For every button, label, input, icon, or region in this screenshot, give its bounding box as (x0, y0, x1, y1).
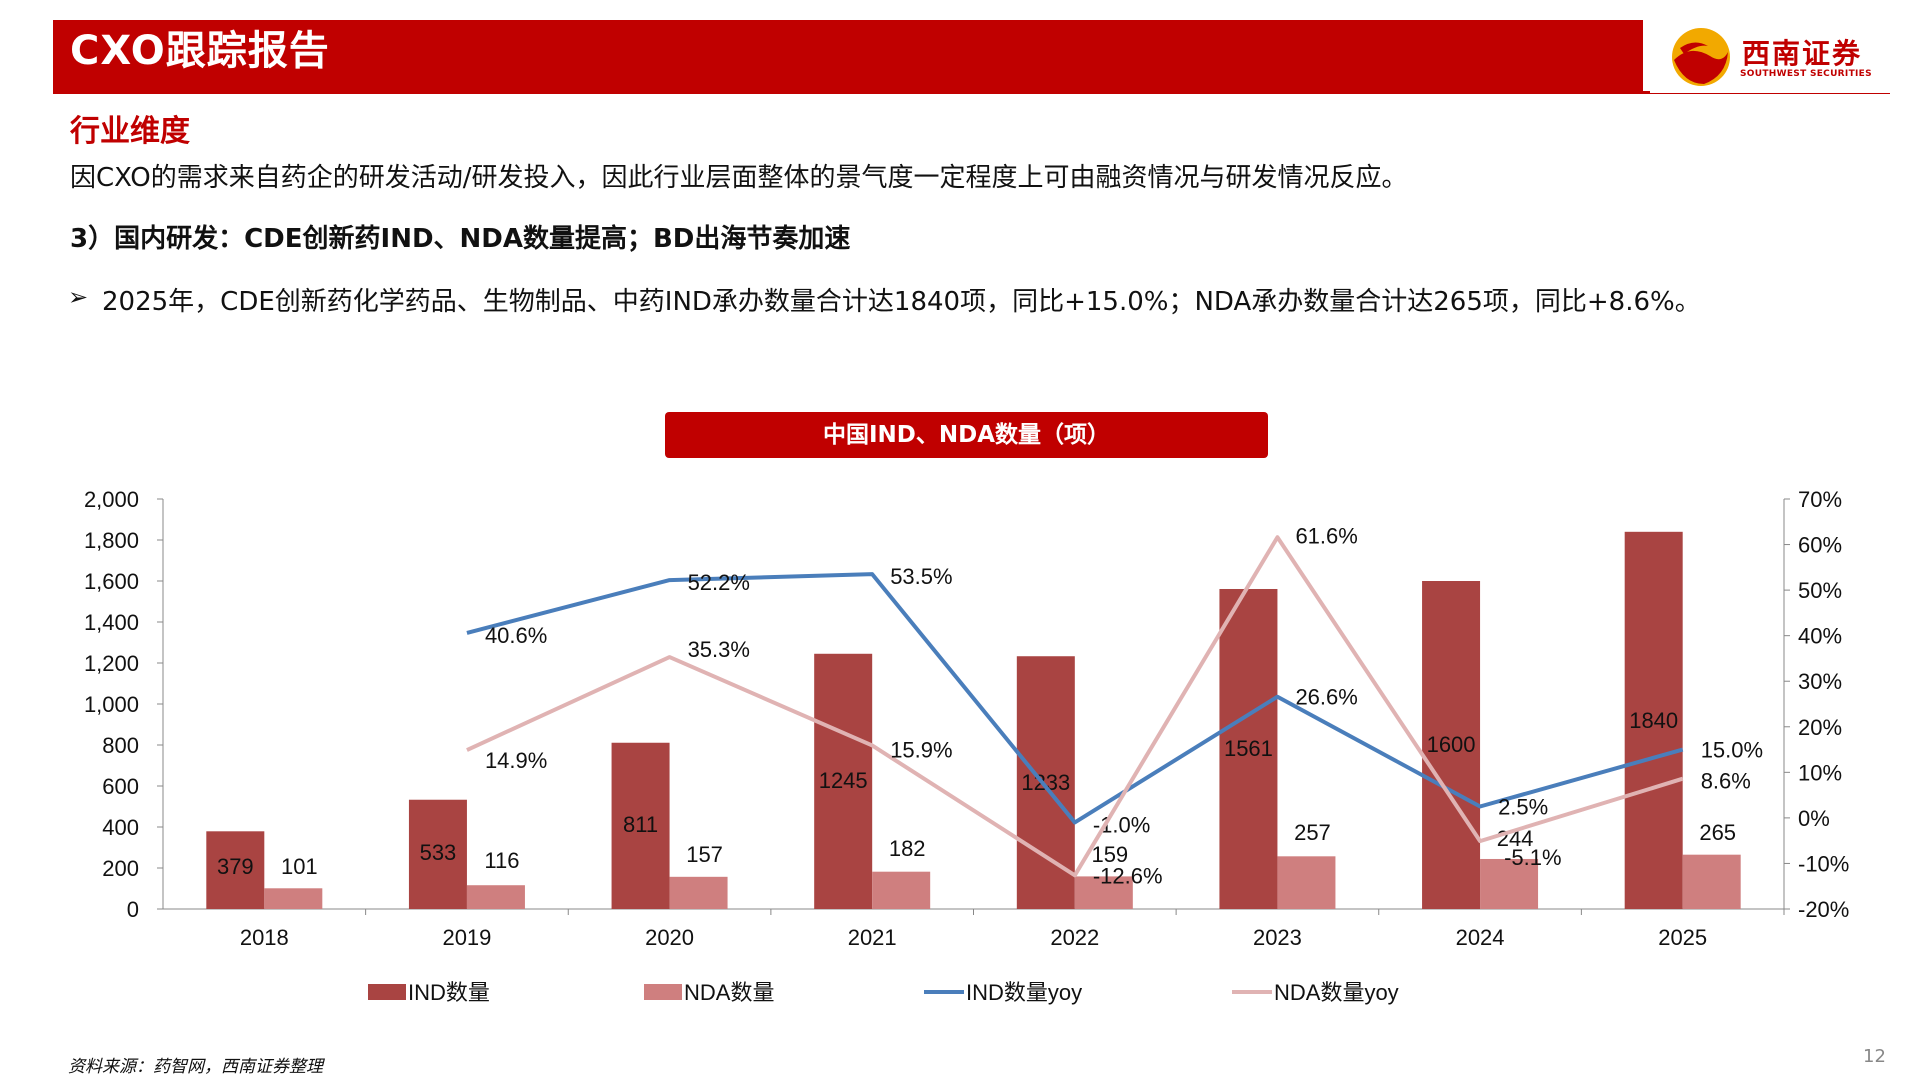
left-tick-label: 0 (127, 897, 139, 922)
nda-yoy-value-label: -5.1% (1504, 845, 1561, 870)
x-tick-label: 2022 (1050, 925, 1099, 950)
left-tick-label: 1,800 (84, 528, 139, 553)
company-logo: 西南证券 SOUTHWEST SECURITIES (1650, 20, 1890, 93)
nda-bar (669, 876, 728, 909)
left-tick-label: 2,000 (84, 487, 139, 512)
nda-yoy-value-label: 8.6% (1701, 769, 1751, 794)
legend-ind-swatch (368, 984, 406, 1000)
right-tick-label: 70% (1798, 487, 1842, 512)
ind-bar (408, 799, 467, 909)
right-tick-label: 60% (1798, 533, 1842, 558)
ind-yoy-value-label: -1.0% (1093, 812, 1150, 837)
ind-bar (1422, 581, 1481, 909)
bullet-arrow-icon: ➢ (68, 283, 89, 311)
x-tick-label: 2023 (1253, 925, 1302, 950)
ind-bar (1219, 588, 1278, 909)
ind-yoy-value-label: 2.5% (1498, 795, 1548, 820)
right-tick-label: 20% (1798, 715, 1842, 740)
ind-bar-value-label: 811 (623, 812, 658, 837)
chart-title: 中国IND、NDA数量（项） (822, 422, 1111, 448)
nda-bar-value-label: 265 (1699, 820, 1736, 845)
ind-bar (814, 653, 873, 909)
left-tick-label: 800 (102, 733, 139, 758)
left-tick-label: 1,600 (84, 569, 139, 594)
x-tick-label: 2019 (442, 925, 491, 950)
point-heading: 3）国内研发：CDE创新药IND、NDA数量提高；BD出海节奏加速 (70, 224, 851, 254)
nda-bar-value-label: 101 (281, 854, 318, 879)
ind-bar (1624, 531, 1683, 909)
left-tick-label: 1,400 (84, 610, 139, 635)
ind-bar-value-label: 1840 (1629, 708, 1678, 733)
ind-bar (206, 831, 265, 909)
right-tick-label: 10% (1798, 760, 1842, 785)
left-tick-label: 1,000 (84, 692, 139, 717)
ind-bar-value-label: 533 (420, 840, 457, 865)
nda-bar-value-label: 116 (484, 848, 519, 873)
left-tick-label: 400 (102, 815, 139, 840)
x-tick-label: 2025 (1658, 925, 1707, 950)
nda-bar-value-label: 257 (1294, 820, 1331, 845)
left-tick-label: 200 (102, 856, 139, 881)
legend-ind-label: IND数量 (408, 980, 490, 1005)
nda-bar (1682, 854, 1741, 909)
header-bar (53, 20, 1643, 93)
nda-bar (872, 871, 931, 909)
ind-bar-value-label: 1245 (819, 768, 868, 793)
chart-title-box: 中国IND、NDA数量（项） (665, 412, 1268, 458)
nda-yoy-value-label: 14.9% (485, 748, 547, 773)
right-tick-label: -20% (1798, 897, 1849, 922)
right-tick-label: 0% (1798, 806, 1830, 831)
x-tick-label: 2024 (1456, 925, 1505, 950)
logo-emblem-icon (1672, 28, 1730, 86)
ind-bar-value-label: 1233 (1021, 770, 1070, 795)
page-number: 12 (1863, 1046, 1886, 1067)
report-title: CXO跟踪报告 (70, 28, 330, 74)
legend-nda-yoy-label: NDA数量yoy (1274, 980, 1399, 1005)
right-tick-label: 30% (1798, 669, 1842, 694)
right-tick-label: -10% (1798, 851, 1849, 876)
ind-nda-chart: 0 200 400 600 800 1,000 1,200 1,400 1,600 1,800 2,… (84, 487, 1849, 1005)
nda-yoy-value-label: 15.9% (890, 737, 952, 762)
x-tick-label: 2020 (645, 925, 694, 950)
x-tick-label: 2021 (848, 925, 897, 950)
nda-bar (1074, 876, 1133, 909)
nda-yoy-value-label: 35.3% (688, 637, 750, 662)
right-tick-label: 50% (1798, 578, 1842, 603)
logo-subtitle: SOUTHWEST SECURITIES (1740, 69, 1872, 79)
bullet-text: 2025年，CDE创新药化学药品、生物制品、中药IND承办数量合计达1840项，… (102, 287, 1701, 317)
ind-bar (611, 742, 670, 909)
ind-bar-value-label: 1561 (1224, 736, 1273, 761)
nda-bar-value-label: 157 (686, 842, 723, 867)
nda-bar-value-label: 159 (1091, 842, 1128, 867)
nda-bar (1277, 856, 1336, 909)
nda-yoy-line (466, 535, 1684, 878)
intro-paragraph: 因CXO的需求来自药企的研发活动/研发投入，因此行业层面整体的景气度一定程度上可… (70, 163, 1408, 193)
ind-yoy-value-label: 26.6% (1295, 685, 1357, 710)
right-tick-label: 40% (1798, 624, 1842, 649)
ind-yoy-line (466, 572, 1684, 825)
legend-ind-yoy-label: IND数量yoy (966, 980, 1082, 1005)
ind-yoy-value-label: 52.2% (688, 570, 750, 595)
legend-nda-swatch (644, 984, 682, 1000)
nda-bar (1480, 858, 1539, 909)
left-tick-label: 600 (102, 774, 139, 799)
ind-bar-value-label: 1600 (1427, 732, 1476, 757)
nda-yoy-value-label: -12.6% (1093, 863, 1163, 888)
x-tick-label: 2018 (240, 925, 289, 950)
ind-yoy-value-label: 40.6% (485, 623, 547, 648)
nda-yoy-value-label: 61.6% (1295, 523, 1357, 548)
nda-bar (264, 888, 323, 909)
logo-name: 西南证券 (1742, 37, 1863, 70)
header-underline (53, 91, 1890, 94)
nda-bar (466, 885, 525, 909)
ind-yoy-value-label: 53.5% (890, 564, 952, 589)
ind-bar-value-label: 379 (217, 854, 254, 879)
left-tick-label: 1,200 (84, 651, 139, 676)
section-title: 行业维度 (70, 114, 190, 149)
source-note: 资料来源：药智网，西南证券整理 (68, 1057, 323, 1077)
ind-yoy-value-label: 15.0% (1701, 738, 1763, 763)
nda-bar-value-label: 182 (889, 836, 926, 861)
legend-nda-label: NDA数量 (684, 980, 774, 1005)
